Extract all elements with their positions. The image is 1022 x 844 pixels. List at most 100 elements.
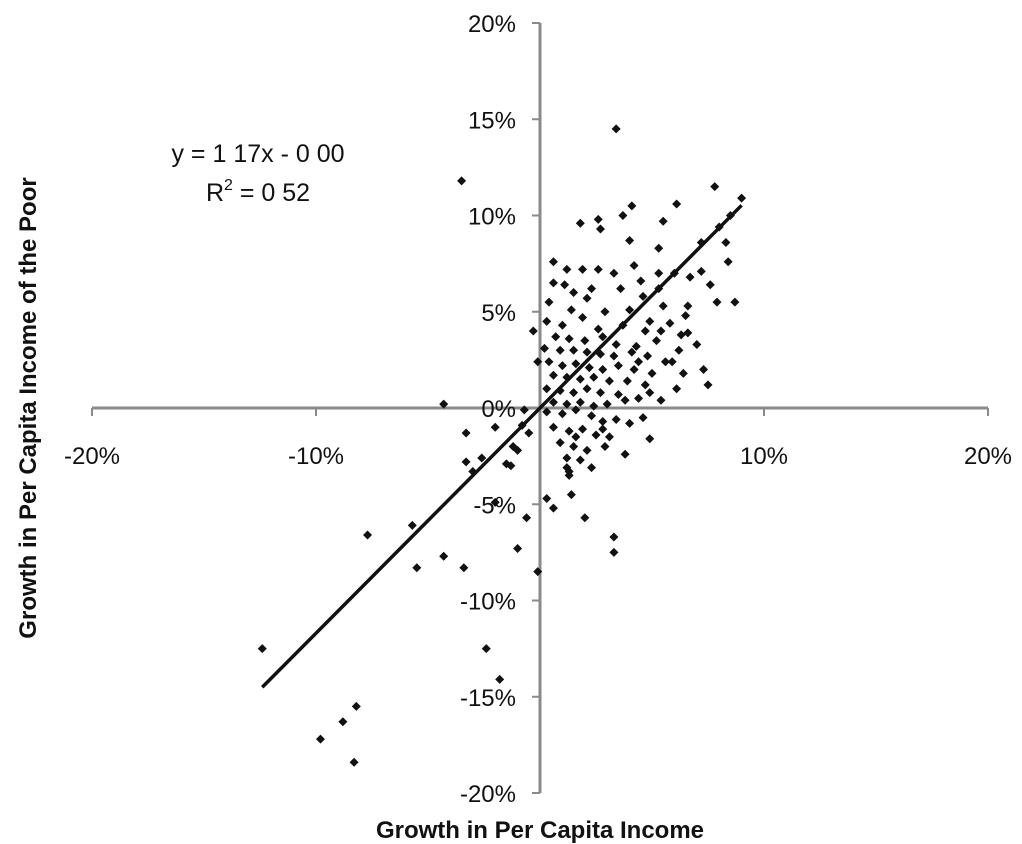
- data-point: [548, 422, 558, 432]
- y-tick-label: 15%: [468, 107, 516, 134]
- data-point: [627, 347, 637, 357]
- data-point: [730, 297, 740, 307]
- data-point: [495, 674, 505, 684]
- data-point: [587, 411, 597, 421]
- data-point: [542, 316, 552, 326]
- data-point: [528, 326, 538, 336]
- data-point: [611, 124, 621, 134]
- data-point: [651, 336, 661, 346]
- data-point: [412, 563, 422, 573]
- data-point: [571, 432, 581, 442]
- data-point: [654, 284, 664, 294]
- data-point: [555, 438, 565, 448]
- data-point: [674, 345, 684, 355]
- data-point: [714, 222, 724, 232]
- data-point: [580, 513, 590, 523]
- data-point: [609, 351, 619, 361]
- data-point: [569, 345, 579, 355]
- data-point: [669, 268, 679, 278]
- data-point: [548, 370, 558, 380]
- data-point: [598, 332, 608, 342]
- tick-labels-layer: -20% -10% 10% 20% 20% 15% 10% 5% 0% -5% -10% -15% -2…: [64, 11, 1012, 808]
- y-tick-label: 5%: [481, 300, 516, 327]
- y-tick-label: -5%: [473, 492, 516, 519]
- data-point: [461, 457, 471, 467]
- data-point: [620, 449, 630, 459]
- data-point: [315, 734, 325, 744]
- data-point: [645, 434, 655, 444]
- data-point: [349, 757, 359, 767]
- data-point: [609, 532, 619, 542]
- data-point: [667, 357, 677, 367]
- data-point: [566, 305, 576, 315]
- data-point: [548, 503, 558, 513]
- y-tick-label: -20%: [460, 781, 516, 808]
- data-point: [459, 563, 469, 573]
- data-point: [564, 426, 574, 436]
- data-point: [548, 278, 558, 288]
- y-tick-label: -10%: [460, 589, 516, 616]
- data-point: [582, 347, 592, 357]
- data-point: [490, 497, 500, 507]
- data-point: [654, 268, 664, 278]
- data-point: [672, 384, 682, 394]
- data-point: [569, 288, 579, 297]
- data-point: [692, 339, 702, 349]
- data-point: [681, 311, 691, 321]
- data-point: [542, 493, 552, 503]
- data-point: [582, 293, 592, 303]
- trendline: [260, 204, 743, 689]
- data-point: [589, 401, 599, 411]
- data-point: [522, 513, 532, 523]
- data-point: [609, 268, 619, 278]
- data-point: [636, 276, 646, 286]
- data-point: [575, 455, 585, 465]
- data-point: [618, 320, 628, 330]
- data-point: [593, 324, 603, 334]
- y-axis-title: Growth in Per Capita Income of the Poor: [15, 177, 42, 638]
- data-point: [542, 384, 552, 394]
- data-point: [571, 405, 581, 415]
- y-tick-label: -15%: [460, 685, 516, 712]
- data-point: [631, 341, 641, 351]
- x-tick-label: -20%: [64, 443, 120, 470]
- data-point: [643, 351, 653, 361]
- data-point: [257, 644, 267, 654]
- data-point: [548, 257, 558, 267]
- data-point: [658, 301, 668, 311]
- data-point: [461, 428, 471, 438]
- data-point: [548, 397, 558, 407]
- x-tick-label: -10%: [288, 443, 344, 470]
- x-tick-label: 10%: [740, 443, 788, 470]
- trendline-layer: [260, 204, 743, 689]
- data-point: [555, 345, 565, 355]
- x-axis-title: Growth in Per Capita Income: [376, 817, 704, 844]
- data-point: [582, 445, 592, 455]
- data-point: [678, 368, 688, 378]
- data-point: [602, 399, 612, 409]
- data-point: [629, 365, 639, 374]
- data-point: [569, 442, 579, 451]
- data-point: [578, 264, 588, 274]
- data-point: [658, 216, 668, 226]
- data-point: [600, 307, 610, 317]
- data-point: [611, 339, 621, 349]
- data-point: [723, 257, 733, 267]
- data-point: [569, 388, 579, 398]
- data-point: [696, 237, 706, 247]
- data-point: [625, 236, 635, 246]
- data-point: [654, 243, 664, 253]
- data-point: [533, 567, 543, 577]
- data-point: [683, 328, 693, 338]
- data-point: [595, 388, 605, 398]
- data-point: [593, 214, 603, 224]
- y-tick-label: 0%: [481, 396, 516, 423]
- data-point: [638, 413, 648, 423]
- data-point: [468, 467, 478, 477]
- data-point: [584, 363, 594, 373]
- data-point: [721, 237, 731, 247]
- data-point: [524, 428, 534, 438]
- data-point: [696, 266, 706, 276]
- data-point: [562, 372, 572, 382]
